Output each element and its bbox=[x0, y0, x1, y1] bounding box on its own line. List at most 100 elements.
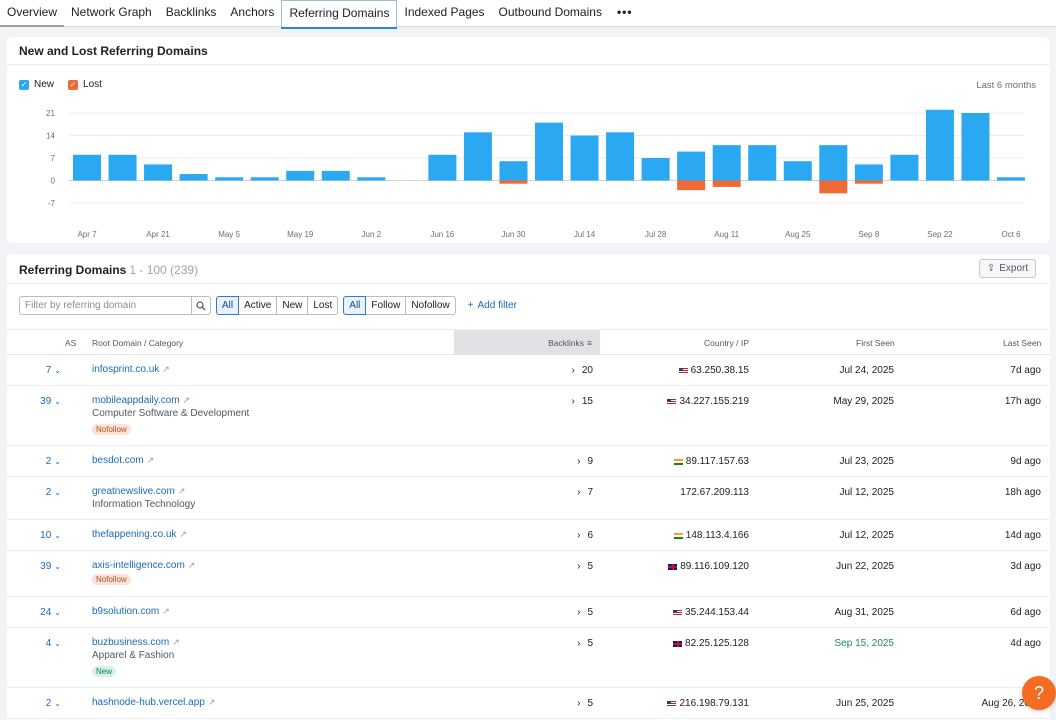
search-icon bbox=[196, 300, 206, 310]
y-tick-label: 7 bbox=[51, 154, 56, 163]
more-tabs-icon[interactable]: ••• bbox=[616, 5, 633, 19]
table-row[interactable]: 2 ⌄ besdot.com ↗ › 9 89.117.157.63 Jul 23, 2025… bbox=[7, 446, 1050, 477]
external-link-icon[interactable]: ↗ bbox=[146, 455, 155, 465]
column-last-seen[interactable]: Last Seen bbox=[1003, 337, 1042, 348]
tab-network-graph[interactable]: Network Graph bbox=[71, 5, 152, 19]
tab-anchors[interactable]: Anchors bbox=[230, 5, 275, 19]
external-link-icon[interactable]: ↗ bbox=[207, 697, 216, 707]
status-filter-new[interactable]: New bbox=[276, 296, 309, 315]
domain-link[interactable]: besdot.com ↗ bbox=[92, 455, 154, 466]
backlinks-count[interactable]: › 5 bbox=[473, 561, 593, 572]
ip-address: 82.25.125.128 bbox=[685, 638, 749, 649]
authority-score[interactable]: 39 ⌄ bbox=[1, 561, 61, 572]
tab-referring-domains[interactable]: Referring Domains bbox=[281, 0, 398, 29]
backlinks-count[interactable]: › 6 bbox=[473, 530, 593, 541]
authority-score[interactable]: 10 ⌄ bbox=[1, 530, 61, 541]
referring-domains-card: Referring Domains 1 - 100 (239) ⇪ Export … bbox=[7, 254, 1050, 720]
column-first-seen[interactable]: First Seen bbox=[856, 337, 895, 348]
first-seen: Jun 25, 2025 bbox=[836, 698, 894, 709]
domain-filter-box bbox=[19, 296, 191, 315]
backlinks-count[interactable]: › 7 bbox=[473, 487, 593, 498]
domain-filter-input[interactable] bbox=[25, 300, 191, 311]
external-link-icon[interactable]: ↗ bbox=[162, 606, 170, 616]
bar-lost bbox=[712, 180, 741, 187]
domain-link[interactable]: greatnewslive.com ↗ bbox=[92, 486, 185, 497]
external-link-icon[interactable]: ↗ bbox=[182, 395, 191, 405]
help-button[interactable]: ? bbox=[1022, 676, 1056, 710]
tab-backlinks[interactable]: Backlinks bbox=[165, 5, 217, 19]
tab-overview[interactable]: Overview bbox=[0, 0, 65, 27]
status-filter-active[interactable]: Active bbox=[238, 296, 278, 315]
country-ip: 63.250.38.15 bbox=[589, 365, 749, 376]
authority-score[interactable]: 24 ⌄ bbox=[1, 607, 61, 618]
flag-icon bbox=[678, 367, 688, 374]
legend-new[interactable]: ✓ New bbox=[19, 79, 54, 90]
backlinks-count[interactable]: › 5 bbox=[473, 698, 593, 709]
authority-score[interactable]: 7 ⌄ bbox=[1, 365, 61, 376]
domain-category: Information Technology bbox=[92, 499, 196, 510]
chevron-right-icon: › bbox=[577, 561, 581, 572]
column-root-domain[interactable]: Root Domain / Category bbox=[92, 337, 184, 348]
bar-new bbox=[606, 132, 635, 181]
table-row[interactable]: 7 ⌄ infosprint.co.uk ↗ › 20 63.250.38.15 Jul 24… bbox=[7, 355, 1050, 386]
external-link-icon[interactable]: ↗ bbox=[179, 529, 188, 539]
result-count: 1 - 100 (239) bbox=[129, 263, 199, 277]
table-row[interactable]: 4 ⌄ buzbusiness.com ↗ Apparel & Fashion New › 5… bbox=[7, 628, 1050, 688]
authority-score[interactable]: 39 ⌄ bbox=[1, 396, 61, 407]
link-badge: Nofollow bbox=[92, 424, 131, 435]
backlinks-value: 5 bbox=[587, 607, 593, 618]
domain-name: b9solution.com bbox=[92, 606, 160, 617]
column-as[interactable]: AS bbox=[65, 337, 77, 348]
legend-lost[interactable]: ✓ Lost bbox=[68, 79, 102, 90]
tab-outbound-domains[interactable]: Outbound Domains bbox=[498, 5, 602, 19]
checkbox-new-icon[interactable]: ✓ bbox=[19, 79, 29, 90]
type-filter-all[interactable]: All bbox=[343, 296, 367, 315]
domain-link[interactable]: b9solution.com ↗ bbox=[92, 606, 170, 617]
backlinks-count[interactable]: › 15 bbox=[473, 396, 593, 407]
type-filter-nofollow[interactable]: Nofollow bbox=[405, 296, 456, 315]
bar-lost bbox=[819, 180, 848, 194]
domain-link[interactable]: hashnode-hub.vercel.app ↗ bbox=[92, 697, 215, 708]
status-filter-lost[interactable]: Lost bbox=[307, 296, 339, 315]
table-row[interactable]: 39 ⌄ mobileappdaily.com ↗ Computer Software … bbox=[7, 386, 1050, 446]
table-row[interactable]: 24 ⌄ b9solution.com ↗ › 5 35.244.153.44 Aug 31,… bbox=[7, 597, 1050, 628]
external-link-icon[interactable]: ↗ bbox=[162, 364, 170, 374]
table-row[interactable]: 2 ⌄ hashnode-hub.vercel.app ↗ › 5 216.198.79.1… bbox=[7, 688, 1050, 719]
search-button[interactable] bbox=[191, 296, 211, 315]
domain-link[interactable]: mobileappdaily.com ↗ bbox=[92, 395, 190, 406]
plus-icon: + bbox=[467, 300, 474, 311]
authority-score[interactable]: 2 ⌄ bbox=[1, 698, 61, 709]
authority-score[interactable]: 4 ⌄ bbox=[1, 638, 61, 649]
backlinks-count[interactable]: › 5 bbox=[473, 607, 593, 618]
x-tick-label: May 5 bbox=[218, 230, 240, 239]
export-button[interactable]: ⇪ Export bbox=[979, 259, 1036, 278]
table-row[interactable]: 39 ⌄ axis-intelligence.com ↗ Nofollow › 5 89.11… bbox=[7, 551, 1050, 597]
external-link-icon[interactable]: ↗ bbox=[177, 486, 186, 496]
domain-link[interactable]: axis-intelligence.com ↗ bbox=[92, 560, 195, 571]
table-row[interactable]: 2 ⌄ greatnewslive.com ↗ Information Technolo… bbox=[7, 477, 1050, 520]
status-filter-all[interactable]: All bbox=[216, 296, 240, 315]
as-value: 7 bbox=[45, 365, 52, 376]
chevron-down-icon: ⌄ bbox=[54, 488, 61, 497]
backlinks-count[interactable]: › 20 bbox=[473, 365, 593, 376]
backlinks-count[interactable]: › 9 bbox=[473, 456, 593, 467]
type-filter-follow[interactable]: Follow bbox=[365, 296, 407, 315]
backlinks-count[interactable]: › 5 bbox=[473, 638, 593, 649]
column-backlinks[interactable]: Backlinks ≡ bbox=[454, 330, 600, 355]
authority-score[interactable]: 2 ⌄ bbox=[1, 487, 61, 498]
checkbox-lost-icon[interactable]: ✓ bbox=[68, 79, 79, 90]
external-link-icon[interactable]: ↗ bbox=[187, 560, 196, 570]
country-ip: 216.198.79.131 bbox=[589, 698, 749, 709]
external-link-icon[interactable]: ↗ bbox=[172, 637, 180, 647]
x-tick-label: Jun 16 bbox=[430, 230, 455, 239]
badge-label: Nofollow bbox=[92, 424, 131, 435]
authority-score[interactable]: 2 ⌄ bbox=[1, 456, 61, 467]
add-filter-button[interactable]: + Add filter bbox=[468, 300, 517, 311]
column-country-ip[interactable]: Country / IP bbox=[704, 337, 749, 348]
domain-link[interactable]: buzbusiness.com ↗ bbox=[92, 637, 180, 648]
tab-indexed-pages[interactable]: Indexed Pages bbox=[404, 5, 485, 19]
table-row[interactable]: 10 ⌄ thefappening.co.uk ↗ › 6 148.113.4.166 Jul… bbox=[7, 520, 1050, 551]
domain-link[interactable]: thefappening.co.uk ↗ bbox=[92, 529, 187, 540]
domain-link[interactable]: infosprint.co.uk ↗ bbox=[92, 364, 170, 375]
card-divider bbox=[7, 283, 1050, 284]
